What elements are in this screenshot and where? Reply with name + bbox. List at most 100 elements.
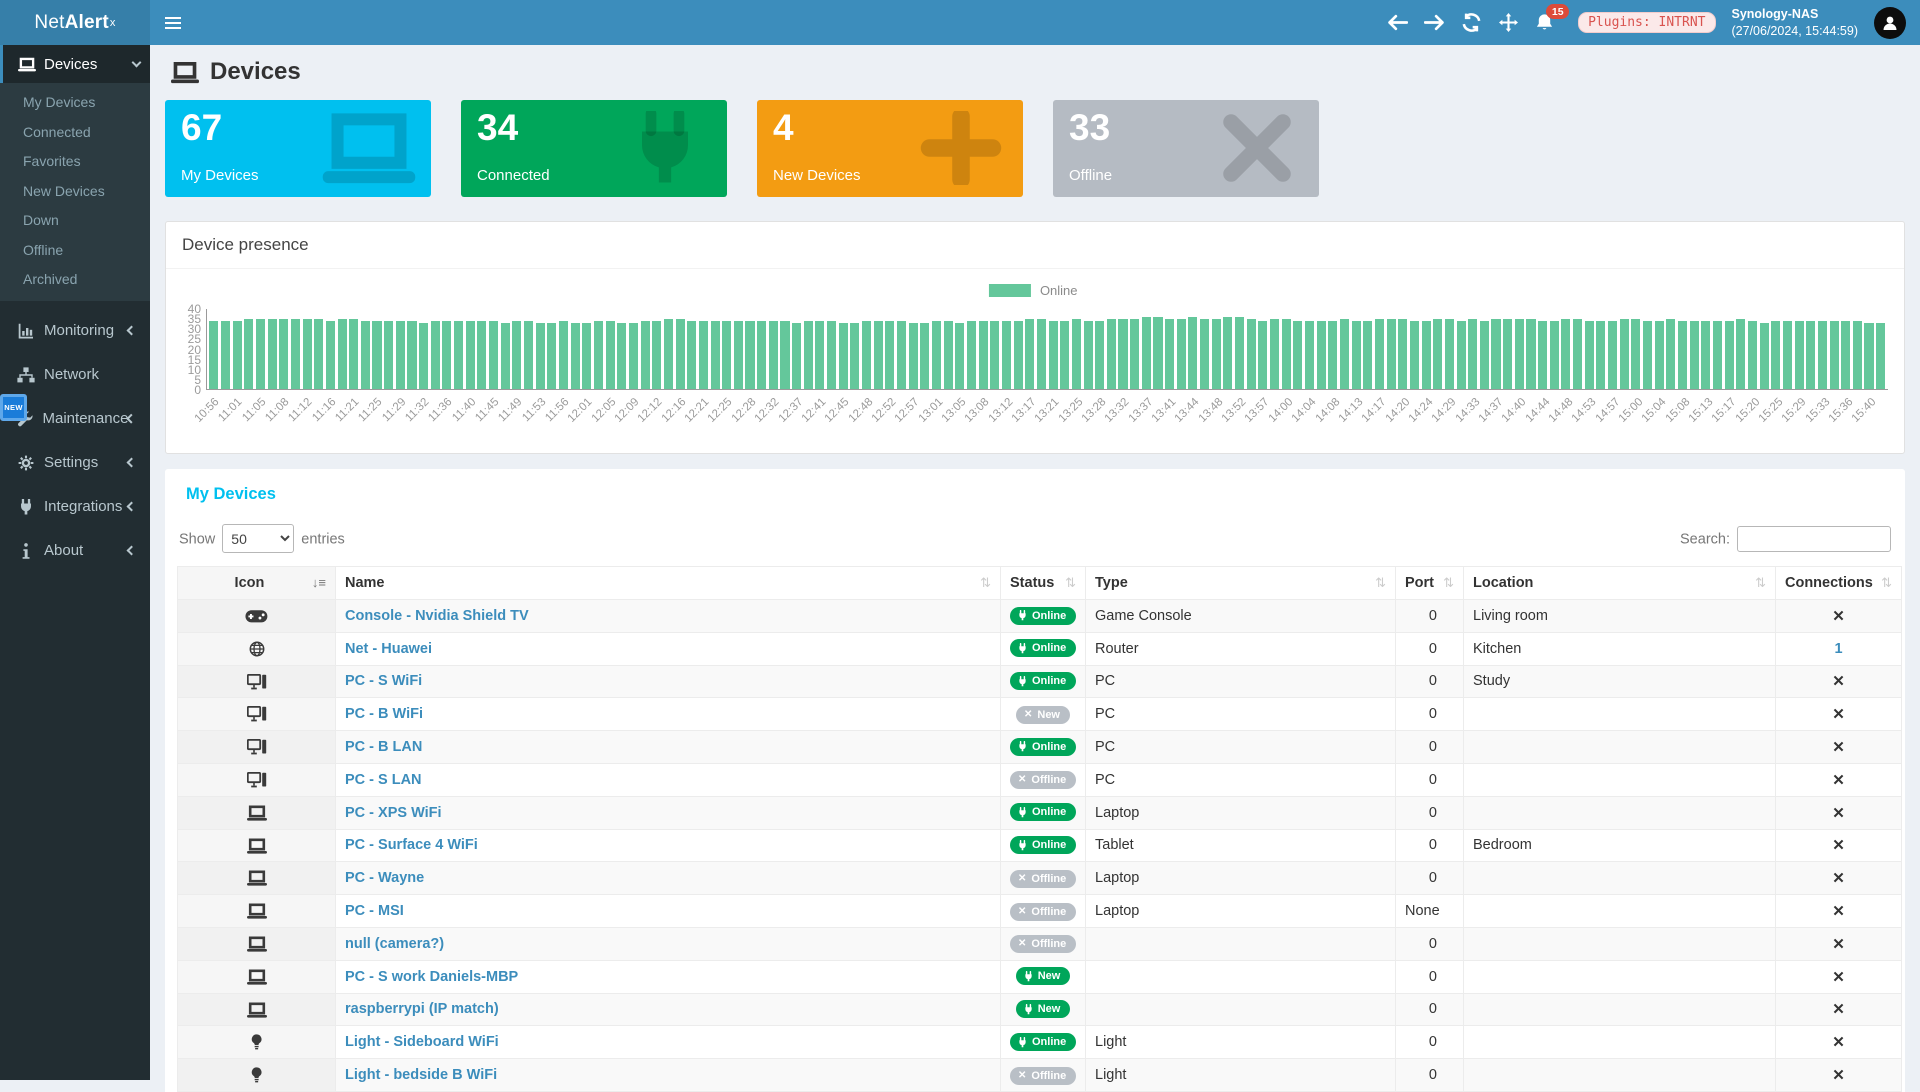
chart-bar xyxy=(687,321,696,389)
user-avatar[interactable] xyxy=(1874,7,1906,39)
no-connection-x-icon[interactable]: ✕ xyxy=(1832,673,1845,690)
no-connection-x-icon[interactable]: ✕ xyxy=(1832,969,1845,986)
move-arrows-icon[interactable] xyxy=(1498,13,1519,32)
sort-icon[interactable]: ⇅ xyxy=(1443,575,1454,591)
sort-icon[interactable]: ⇅ xyxy=(980,575,991,591)
notification-count-badge[interactable]: 15 xyxy=(1546,4,1569,19)
no-connection-x-icon[interactable]: ✕ xyxy=(1832,772,1845,789)
device-link[interactable]: PC - B LAN xyxy=(345,739,422,755)
sidebar-item-my-devices[interactable]: My Devices xyxy=(0,88,150,118)
device-link[interactable]: PC - XPS WiFi xyxy=(345,805,442,821)
device-link[interactable]: Light - bedside B WiFi xyxy=(345,1067,497,1083)
chart-bar xyxy=(1608,321,1617,389)
chart-bar xyxy=(594,321,603,389)
device-link[interactable]: PC - S LAN xyxy=(345,772,422,788)
column-header-name[interactable]: Name⇅ xyxy=(336,567,1001,600)
plugins-status-badge[interactable]: Plugins: INTRNT xyxy=(1578,12,1715,33)
chart-bar xyxy=(711,321,720,389)
column-header-connections[interactable]: Connections⇅ xyxy=(1776,567,1902,600)
stat-value: 67 xyxy=(181,107,222,149)
chart-bar xyxy=(536,323,545,389)
no-connection-x-icon[interactable]: ✕ xyxy=(1832,1001,1845,1018)
no-connection-x-icon[interactable]: ✕ xyxy=(1832,706,1845,723)
device-link[interactable]: Net - Huawei xyxy=(345,641,432,657)
chart-bar xyxy=(699,321,708,389)
no-connection-x-icon[interactable]: ✕ xyxy=(1832,936,1845,953)
device-link[interactable]: PC - S WiFi xyxy=(345,673,422,689)
sidebar-item-network[interactable]: Network xyxy=(0,353,150,397)
sort-icon[interactable]: ⇅ xyxy=(1375,575,1386,591)
page-length-select[interactable]: 50 xyxy=(222,524,294,553)
device-link[interactable]: PC - Wayne xyxy=(345,870,424,886)
connections-count-link[interactable]: 1 xyxy=(1834,641,1842,657)
device-link[interactable]: Console - Nvidia Shield TV xyxy=(345,608,529,624)
sort-icon[interactable]: ⇅ xyxy=(1065,575,1076,591)
device-link[interactable]: PC - MSI xyxy=(345,903,404,919)
column-header-icon[interactable]: Icon↓≡ xyxy=(178,567,336,600)
device-link[interactable]: PC - B WiFi xyxy=(345,706,423,722)
notifications-bell-icon[interactable]: 15 xyxy=(1535,13,1556,32)
no-connection-x-icon[interactable]: ✕ xyxy=(1832,837,1845,854)
no-connection-x-icon[interactable]: ✕ xyxy=(1832,1034,1845,1051)
chart-bar xyxy=(1480,321,1489,389)
back-arrow-icon[interactable] xyxy=(1387,13,1408,32)
device-link[interactable]: PC - S work Daniels-MBP xyxy=(345,969,518,985)
chart-bar xyxy=(1130,319,1139,389)
sidebar-item-about[interactable]: About xyxy=(0,529,150,573)
chart-bar xyxy=(757,321,766,389)
column-header-location[interactable]: Location⇅ xyxy=(1464,567,1776,600)
sidebar-item-archived[interactable]: Archived xyxy=(0,265,150,295)
device-link[interactable]: Light - Sideboard WiFi xyxy=(345,1034,499,1050)
device-link[interactable]: raspberrypi (IP match) xyxy=(345,1001,499,1017)
sidebar-item-favorites[interactable]: Favorites xyxy=(0,147,150,177)
chart-bar xyxy=(792,323,801,389)
device-type-cell: Laptop xyxy=(1086,796,1396,829)
column-header-type[interactable]: Type⇅ xyxy=(1086,567,1396,600)
sidebar-item-connected[interactable]: Connected xyxy=(0,118,150,148)
stat-label: Connected xyxy=(477,167,550,184)
chart-bar xyxy=(1445,319,1454,389)
no-connection-x-icon[interactable]: ✕ xyxy=(1832,1067,1845,1084)
chart-bar xyxy=(804,321,813,389)
sort-icon[interactable]: ⇅ xyxy=(1755,575,1766,591)
x-tick-label: 12:45 xyxy=(823,396,852,425)
no-connection-x-icon[interactable]: ✕ xyxy=(1832,739,1845,756)
x-tick-label: 11:53 xyxy=(520,396,548,424)
sidebar-item-new-devices[interactable]: New Devices xyxy=(0,177,150,207)
x-tick-label: 15:17 xyxy=(1710,396,1739,425)
sort-desc-icon[interactable]: ↓≡ xyxy=(312,575,326,590)
laptop-icon xyxy=(247,870,267,886)
plug-icon xyxy=(1024,971,1033,982)
search-input[interactable] xyxy=(1737,526,1891,552)
sort-icon[interactable]: ⇅ xyxy=(1881,575,1892,591)
no-connection-x-icon[interactable]: ✕ xyxy=(1832,870,1845,887)
no-connection-x-icon[interactable]: ✕ xyxy=(1832,608,1845,625)
sidebar-item-offline[interactable]: Offline xyxy=(0,236,150,266)
no-connection-x-icon[interactable]: ✕ xyxy=(1832,805,1845,822)
chart-legend: Online xyxy=(989,283,1078,298)
device-name-cell: raspberrypi (IP match) xyxy=(336,993,1001,1026)
forward-arrow-icon[interactable] xyxy=(1424,13,1445,32)
sidebar-item-settings[interactable]: Settings xyxy=(0,441,150,485)
no-connection-x-icon[interactable]: ✕ xyxy=(1832,903,1845,920)
sidebar-item-monitoring[interactable]: Monitoring xyxy=(0,309,150,353)
x-tick-label: 14:17 xyxy=(1360,396,1389,425)
search-label: Search: xyxy=(1680,531,1730,547)
sidebar-item-down[interactable]: Down xyxy=(0,206,150,236)
sidebar-item-devices[interactable]: Devices xyxy=(0,45,150,83)
sidebar-toggle-button[interactable] xyxy=(150,0,196,45)
refresh-icon[interactable] xyxy=(1461,13,1482,32)
column-header-status[interactable]: Status⇅ xyxy=(1001,567,1086,600)
device-link[interactable]: PC - Surface 4 WiFi xyxy=(345,837,478,853)
chart-bar xyxy=(1060,321,1069,389)
sidebar-item-integrations[interactable]: Integrations xyxy=(0,485,150,529)
device-link[interactable]: null (camera?) xyxy=(345,936,444,952)
column-header-port[interactable]: Port⇅ xyxy=(1396,567,1464,600)
chart-bar xyxy=(1666,319,1675,389)
